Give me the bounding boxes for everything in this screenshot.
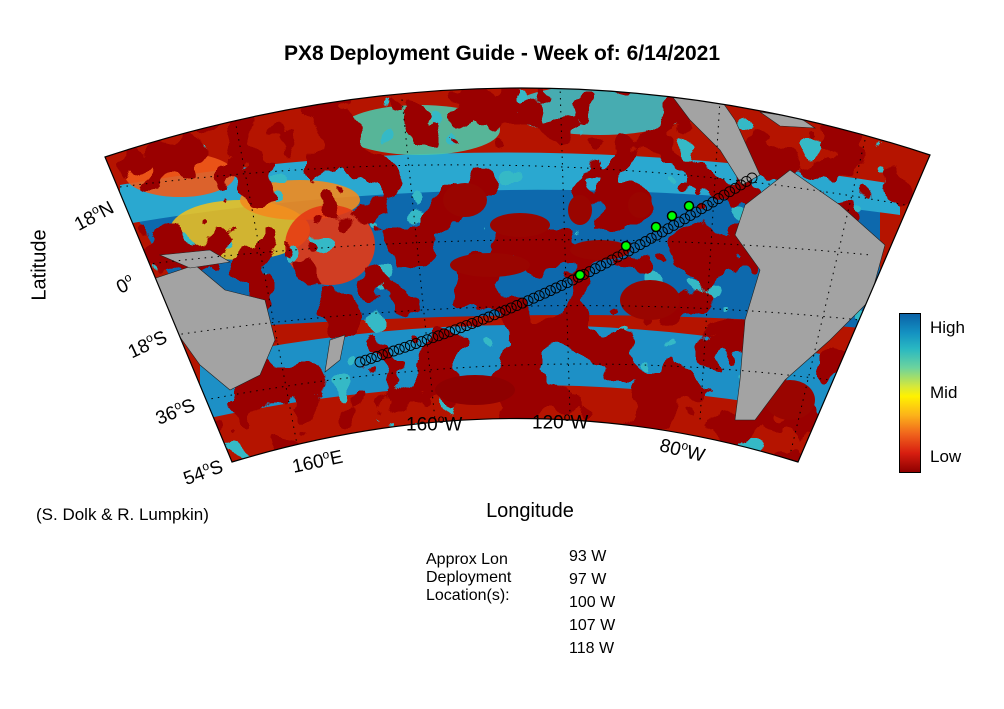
deployment-heading: Approx Lon Deployment Location(s):: [426, 551, 511, 605]
track-marker: [393, 343, 405, 355]
track-marker: [438, 328, 450, 340]
track-marker: [696, 203, 708, 215]
deployment-marker: [666, 210, 678, 222]
track-marker: [399, 341, 411, 353]
deployment-marker: [620, 240, 632, 252]
track-marker: [360, 354, 372, 366]
track-marker: [556, 279, 568, 291]
longitude-tick-label: 160oW: [406, 412, 463, 436]
deployment-markers: [574, 200, 695, 281]
track-marker: [707, 196, 719, 208]
track-marker: [735, 179, 747, 191]
track-marker: [371, 351, 383, 362]
deployment-location: 97 W: [569, 571, 607, 588]
credit-text: (S. Dolk & R. Lumpkin): [36, 505, 209, 524]
map-frame: [104, 87, 931, 463]
track-marker: [584, 266, 596, 278]
track-marker: [516, 297, 528, 309]
track-marker: [740, 175, 752, 187]
track-marker: [640, 236, 652, 247]
track-marker: [365, 352, 377, 364]
deployment-location: 100 W: [569, 594, 616, 611]
track-marker: [522, 295, 534, 307]
track-marker: [550, 282, 562, 294]
track-marker: [488, 309, 500, 321]
track-marker: [505, 302, 517, 314]
deployment-marker: [650, 221, 662, 233]
deployment-heading-line: Location(s):: [426, 587, 510, 604]
track-marker: [724, 186, 736, 198]
track-marker: [634, 239, 646, 251]
track-marker: [432, 330, 444, 342]
track-marker: [466, 318, 478, 329]
land-masses: [149, 87, 886, 421]
track-marker: [444, 326, 456, 338]
track-marker: [427, 332, 439, 344]
track-marker: [589, 263, 601, 275]
x-axis-label: Longitude: [486, 500, 574, 522]
track-marker: [662, 223, 674, 235]
deployment-heading-line: Approx Lon: [426, 551, 508, 568]
deployment-heading-line: Deployment: [426, 569, 512, 586]
track-marker: [712, 193, 724, 205]
ocean-field: [105, 87, 930, 462]
track-marker: [449, 324, 461, 336]
track-marker: [679, 213, 691, 225]
track-marker: [701, 199, 713, 211]
track-marker: [410, 338, 422, 349]
track-marker: [511, 300, 523, 311]
track-marker: [494, 307, 506, 318]
track-marker: [388, 345, 400, 357]
deployment-location: 93 W: [569, 548, 607, 565]
track-marker: [539, 287, 551, 299]
track-marker: [606, 254, 618, 266]
track-marker: [690, 206, 702, 218]
deployment-marker: [683, 200, 695, 212]
track-marker: [483, 311, 495, 323]
track-marker: [595, 260, 607, 272]
track-marker: [376, 349, 388, 361]
chart-title: PX8 Deployment Guide - Week of: 6/14/202…: [283, 42, 721, 65]
track-marker: [382, 347, 394, 359]
deployment-location-list: 93 W 97 W 100 W 107 W 118 W: [569, 545, 615, 660]
track-marker: [421, 334, 433, 346]
track-marker: [561, 277, 573, 289]
colorbar-mid-label: Mid: [930, 383, 958, 402]
colorbar-low-label: Low: [930, 447, 962, 466]
track-marker: [472, 315, 484, 327]
track-marker: [612, 251, 624, 263]
track-marker: [416, 336, 428, 348]
track-marker: [673, 216, 685, 228]
track-marker: [533, 290, 545, 302]
track-marker: [460, 320, 472, 332]
track-marker: [544, 285, 556, 297]
track-marker: [404, 339, 416, 351]
track-marker: [600, 257, 612, 269]
track-marker: [718, 189, 730, 201]
deployment-marker: [574, 269, 586, 281]
colorbar: [899, 313, 921, 473]
deployment-location: 118 W: [569, 640, 615, 657]
track-marker: [477, 313, 489, 325]
track-marker: [729, 182, 741, 194]
track-marker: [354, 356, 366, 368]
track-marker: [567, 274, 579, 286]
y-axis-label: Latitude: [28, 229, 51, 301]
track-marker: [645, 232, 657, 244]
colorbar-high-label: High: [930, 318, 965, 337]
deployment-location: 107 W: [569, 617, 616, 634]
track-marker: [528, 292, 540, 304]
track-marker: [500, 304, 512, 316]
track-marker: [455, 322, 467, 334]
longitude-tick-label: 120oW: [532, 410, 589, 434]
track-marker: [746, 172, 758, 184]
